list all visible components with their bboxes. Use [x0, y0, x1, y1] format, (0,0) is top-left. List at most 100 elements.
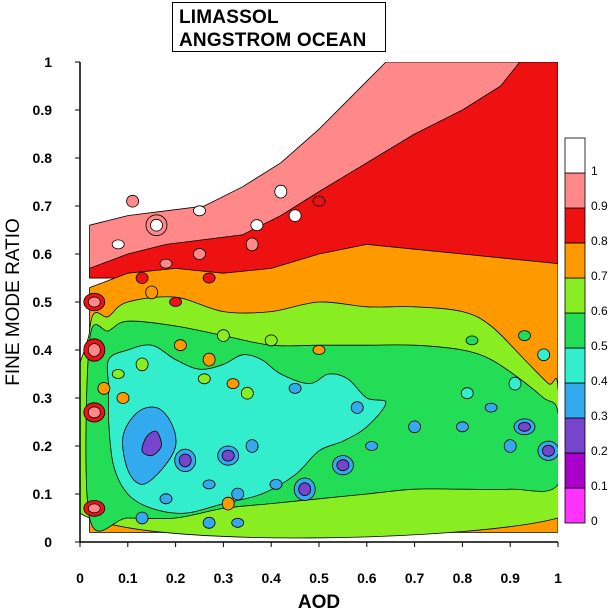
colorbar-swatch	[564, 312, 586, 349]
x-tick-label: 0.4	[261, 570, 281, 586]
contour-blob	[245, 439, 259, 453]
contour-blob	[484, 402, 498, 413]
colorbar-swatch	[564, 452, 586, 489]
y-tick-label: 0.4	[33, 342, 53, 358]
contour-blob	[298, 482, 312, 497]
contour-blob	[145, 285, 159, 300]
contour-bands	[80, 62, 558, 539]
colorbar-label: 0.9	[591, 199, 608, 213]
contour-blob	[542, 444, 555, 457]
colorbar-swatch	[564, 172, 586, 209]
colorbar-label: 0.7	[591, 269, 608, 283]
contour-blob	[116, 392, 130, 404]
contour-blob	[111, 369, 125, 379]
colorbar: 0 0.1 0.2 0.3 0.4 0.5 0.6 0.7 0.8 0.9 1	[564, 137, 608, 528]
y-tick-label: 1	[44, 54, 52, 70]
colorbar-swatch	[564, 347, 586, 384]
contour-blob	[408, 420, 422, 434]
contour-blob	[312, 195, 326, 207]
contour-band-0p4-0p5	[106, 344, 387, 514]
contour-blob	[159, 493, 173, 505]
colorbar-label: 0	[591, 514, 598, 528]
contour-blob	[197, 373, 211, 385]
colorbar-swatch	[564, 277, 586, 314]
contour-blob	[288, 209, 302, 222]
x-tick-label: 0.7	[405, 570, 425, 586]
y-tick-label: 0.7	[33, 198, 53, 214]
contour-blob	[518, 330, 531, 342]
contour-blob	[245, 237, 259, 252]
colorbar-swatch	[564, 382, 586, 419]
contour-blob	[508, 376, 522, 391]
contour-blob	[336, 459, 350, 472]
contour-blob	[250, 219, 264, 232]
contour-blob	[150, 218, 163, 232]
colorbar-swatch	[564, 207, 586, 244]
contour-blob	[87, 296, 101, 308]
contour-blob	[231, 487, 245, 501]
x-tick-label: 0	[76, 570, 84, 586]
colorbar-label: 0.2	[591, 444, 608, 458]
contour-band-0p2-0p3	[141, 430, 162, 457]
colorbar-label: 0.1	[591, 479, 608, 493]
contour-band-0p8-0p9	[89, 62, 558, 279]
colorbar-swatch	[564, 487, 586, 524]
y-tick-labels: 0 0.1 0.2 0.3 0.4 0.5 0.6 0.7 0.8 0.9 1	[33, 54, 80, 550]
contour-blob	[312, 345, 326, 355]
y-tick-label: 0	[44, 534, 52, 550]
contour-blobs	[83, 184, 558, 529]
contour-blob	[159, 258, 173, 269]
contour-blob	[231, 517, 245, 528]
x-tick-label: 0.1	[118, 570, 138, 586]
contour-blob	[87, 503, 101, 514]
contour-blob	[97, 382, 111, 395]
contour-blob	[221, 449, 235, 462]
colorbar-swatch	[564, 242, 586, 279]
contour-blob	[350, 401, 364, 414]
colorbar-label: 0.8	[591, 234, 608, 248]
contour-blob	[135, 357, 149, 372]
colorbar-label: 0.4	[591, 374, 608, 388]
contour-blob	[216, 329, 230, 342]
chart-title: LIMASSOL ANGSTROM OCEAN	[172, 2, 386, 52]
contour-blob	[87, 343, 101, 357]
title-line-2: ANGSTROM OCEAN	[179, 30, 367, 51]
contour-blob	[87, 406, 101, 419]
y-tick-label: 0.9	[33, 102, 53, 118]
contour-blob	[226, 378, 240, 390]
contour-blob	[193, 205, 206, 217]
colorbar-label: 0.5	[591, 339, 608, 353]
contour-blob	[365, 441, 379, 451]
x-tick-label: 0.8	[453, 570, 473, 586]
contour-blob	[518, 421, 531, 432]
contour-blob	[537, 348, 551, 362]
y-tick-label: 0.5	[33, 294, 53, 310]
x-tick-labels: 0 0.1 0.2 0.3 0.4 0.5 0.6 0.7 0.8 0.9 1	[76, 542, 562, 586]
x-tick-label: 0.9	[500, 570, 520, 586]
y-tick-label: 0.8	[33, 150, 53, 166]
x-tick-label: 0.5	[309, 570, 329, 586]
y-axis-label: FINE MODE RATIO	[3, 218, 24, 385]
title-line-1: LIMASSOL	[179, 7, 279, 28]
colorbar-label: 0.3	[591, 409, 608, 423]
colorbar-swatch	[564, 137, 586, 174]
colorbar-label: 1	[591, 164, 598, 178]
contour-blob	[503, 439, 517, 453]
contour-blob	[455, 421, 469, 433]
contour-blob	[193, 248, 206, 260]
colorbar-label: 0.6	[591, 304, 608, 318]
y-tick-label: 0.1	[33, 486, 53, 502]
contour-blob	[264, 334, 278, 347]
contour-blob	[135, 272, 149, 284]
contour-blob	[202, 272, 216, 284]
y-tick-label: 0.2	[33, 438, 53, 454]
contour-blob	[202, 479, 216, 490]
contour-blob	[240, 386, 254, 400]
contour-blob	[111, 239, 125, 250]
x-tick-label: 0.6	[357, 570, 377, 586]
x-tick-label: 0.2	[166, 570, 186, 586]
contour-blob	[173, 339, 187, 352]
contour-blob	[269, 478, 283, 490]
contour-blob	[465, 335, 479, 346]
